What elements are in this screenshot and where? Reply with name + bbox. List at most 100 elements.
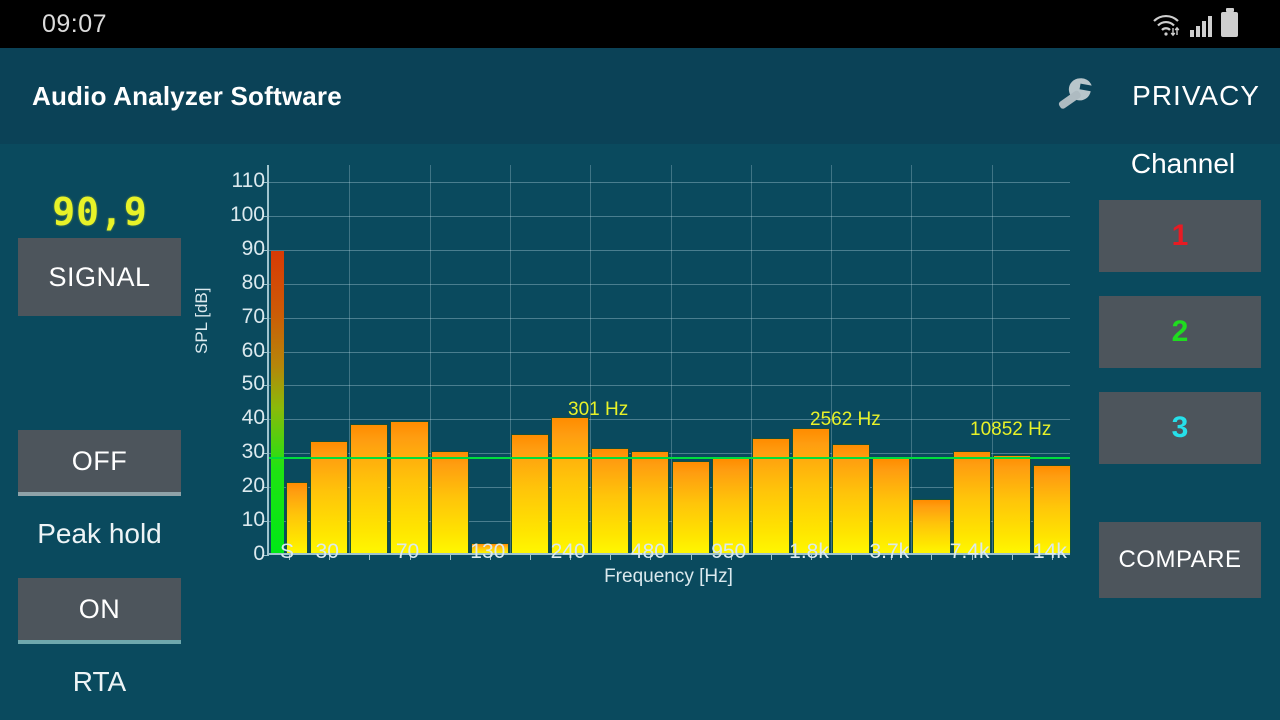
y-axis-tick-label: 60 [241,338,265,362]
y-axis-tick-label: 70 [241,304,265,328]
x-axis-tick-mark [971,553,973,560]
y-axis-tick-label: 40 [241,406,265,430]
x-axis-tick-mark [1011,553,1013,560]
threshold-line [269,456,1070,459]
y-axis-tick-mark [262,317,269,319]
left-control-panel: 90,9 DB SIGNAL Peak hold OFF RTA ON [0,144,200,720]
app-title: Audio Analyzer Software [32,80,342,111]
y-axis-tick-label: 50 [241,372,265,396]
x-axis-tick-mark [409,553,411,560]
y-axis-tick-mark [262,521,269,523]
y-axis-tick-label: 10 [241,508,265,532]
spectrum-bar [992,454,1031,553]
wrench-icon[interactable] [1050,72,1106,121]
channel-button-1-label: 1 [1171,219,1189,252]
app-bar: Audio Analyzer Software PRIVACY [0,48,1280,144]
y-axis-tick-label: 90 [241,236,265,260]
peak-frequency-annotation: 2562 Hz [810,409,881,431]
spectrum-chart[interactable]: SPL [dB] 0 10 20 30 40 50 60 70 80 90 100 110 301 Hz… [192,144,1086,720]
peak-hold-label: Peak hold [37,518,162,549]
x-axis-tick-mark [289,553,291,560]
channel-button-3[interactable]: 3 [1099,392,1261,464]
y-axis-tick-mark [262,555,269,556]
grid-line-horizontal [269,181,1070,183]
status-bar-icons [1151,7,1264,37]
peak-hold-toggle[interactable]: OFF [18,430,181,496]
grid-line-horizontal [269,385,1070,387]
x-axis-tick-mark [891,553,893,560]
grid-line-vertical [590,165,592,553]
channel-label: Channel [1130,148,1236,179]
privacy-button[interactable]: PRIVACY [1132,80,1260,111]
spectrum-bar [711,458,750,553]
spectrum-bar [390,420,429,553]
spectrum-bar [631,451,670,553]
x-axis-tick-mark [931,553,933,560]
y-axis-tick-mark [262,283,269,285]
x-axis-tick-mark [811,553,813,560]
channel-button-2[interactable]: 2 [1099,296,1261,368]
x-axis-tick-label: 240 [550,540,586,563]
channel-button-1[interactable]: 1 [1099,200,1261,272]
grid-line-horizontal [269,249,1070,251]
right-control-panel: Channel 1 2 3 COMPARE [1086,144,1280,720]
spectrum-bar [551,417,590,553]
spectrum-bar [671,461,710,553]
compare-button[interactable]: COMPARE [1099,522,1261,598]
grid-line-horizontal [269,453,1070,455]
grid-line-horizontal [269,215,1070,217]
peak-frequency-annotation: 301 Hz [568,399,629,420]
wifi-icon [1151,13,1181,37]
spectrum-bar [430,451,469,553]
x-axis-tick-label: 7.4k [949,540,990,563]
x-axis-tick-mark [489,553,491,560]
x-axis-tick-mark [329,553,331,560]
spectrum-bar [286,481,309,553]
spectrum-bar [1032,464,1071,553]
signal-button[interactable]: SIGNAL [18,238,181,316]
y-axis-tick-mark [262,215,269,217]
grid-line-vertical [670,165,672,553]
grid-line-vertical [911,165,913,553]
grid-line-vertical [831,165,833,553]
x-axis-label: Frequency [Hz] [604,566,733,587]
x-axis-tick-label: 1.8k [789,540,829,563]
y-axis-tick-mark [262,181,269,183]
grid-line-horizontal [269,283,1070,285]
chart-plot-area[interactable]: 0 10 20 30 40 50 60 70 80 90 100 110 301 Hz 2562 Hz 10… [230,165,1071,565]
y-axis-tick-label: 20 [241,474,265,498]
y-axis-tick-mark [262,419,269,421]
main-content: 90,9 DB SIGNAL Peak hold OFF RTA ON SPL … [0,144,1280,720]
cellular-signal-icon [1190,15,1212,37]
y-axis-tick-mark [262,487,269,489]
grid-line-horizontal [269,419,1070,421]
x-axis-tick-label: 130 [470,540,506,563]
grid-line-vertical [349,165,351,553]
rta-label: RTA [72,666,127,697]
grid-line-vertical [750,165,752,553]
y-axis-tick-label: 110 [231,168,265,192]
x-axis-tick-mark [650,553,652,560]
status-bar: 09:07 [0,0,1280,48]
x-axis-tick-label: 70 [395,540,420,563]
grid-line-horizontal [269,317,1070,319]
spectrum-bar [791,427,831,553]
spectrum-bar [510,434,550,553]
grid-line-vertical [509,165,511,553]
grid-line-vertical [429,165,431,553]
battery-icon [1221,7,1238,37]
spectrum-bar [470,542,509,553]
y-axis-tick-label: 80 [241,270,265,294]
x-axis-tick-mark [570,553,572,560]
peak-frequency-annotation: 10852 Hz [970,419,1052,441]
grid-line-vertical [991,165,993,553]
spectrum-bar [751,437,790,553]
x-axis-tick-label: 3.7k [869,540,910,563]
x-axis-tick-label: 30 [315,540,339,563]
spectrum-bar [872,458,911,553]
rta-toggle[interactable]: ON [18,578,181,644]
y-axis-tick-label: 30 [241,440,265,464]
x-axis-tick-mark [610,553,612,560]
channel-button-3-label: 3 [1171,411,1189,444]
x-axis-tick-mark [449,553,451,560]
